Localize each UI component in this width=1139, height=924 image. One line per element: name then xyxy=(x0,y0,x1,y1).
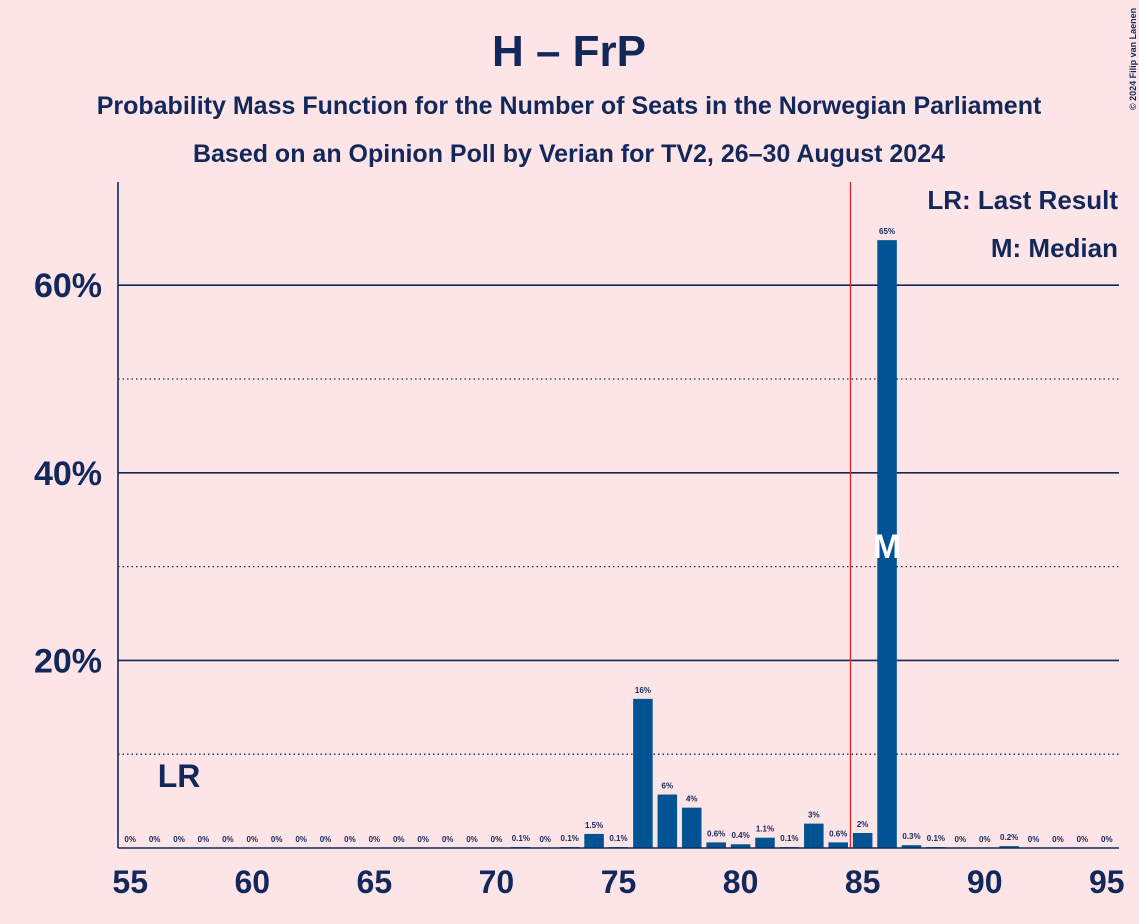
data-label: 0.6% xyxy=(707,829,725,838)
chart-subtitle: Probability Mass Function for the Number… xyxy=(97,92,1042,120)
x-tick-label: 80 xyxy=(723,864,759,900)
y-tick-label: 60% xyxy=(34,267,102,305)
data-label: 0% xyxy=(369,835,381,844)
bar xyxy=(852,832,873,848)
data-label: 16% xyxy=(635,686,651,695)
data-label: 1.5% xyxy=(585,821,603,830)
data-label: 0% xyxy=(491,835,503,844)
data-label: 0% xyxy=(466,835,478,844)
data-label: 0.1% xyxy=(609,834,627,843)
legend-entry: LR: Last Result xyxy=(927,185,1118,215)
bar xyxy=(901,845,922,848)
data-label: 0% xyxy=(271,835,283,844)
x-tick-label: 65 xyxy=(357,864,393,900)
chart-title: H – FrP xyxy=(492,27,646,76)
x-tick-label: 75 xyxy=(601,864,637,900)
data-label: 0% xyxy=(1101,835,1113,844)
data-label: 0.1% xyxy=(512,834,530,843)
y-tick-label: 40% xyxy=(34,455,102,493)
data-label: 3% xyxy=(808,811,820,820)
data-label: 0% xyxy=(222,835,234,844)
x-tick-label: 95 xyxy=(1089,864,1125,900)
median-marker: M xyxy=(873,528,901,566)
bar xyxy=(681,807,702,848)
data-label: 0% xyxy=(124,835,136,844)
x-tick-label: 90 xyxy=(967,864,1003,900)
x-tick-label: 70 xyxy=(479,864,515,900)
data-label: 0% xyxy=(295,835,307,844)
data-label: 0.4% xyxy=(731,831,749,840)
data-label: 0.2% xyxy=(1000,833,1018,842)
bar xyxy=(584,833,604,848)
data-label: 1.1% xyxy=(756,825,774,834)
data-label: 0% xyxy=(1077,835,1089,844)
bar xyxy=(633,698,653,848)
data-label: 6% xyxy=(662,782,674,791)
data-label: 0% xyxy=(149,835,161,844)
data-label: 0.6% xyxy=(829,829,847,838)
data-label: 0% xyxy=(1028,835,1040,844)
bar xyxy=(828,842,848,848)
chart-subtitle: Based on an Opinion Poll by Verian for T… xyxy=(193,140,945,168)
credit: © 2024 Filip van Laenen xyxy=(1128,8,1138,110)
data-label: 0% xyxy=(539,835,551,844)
data-label: 2% xyxy=(857,820,869,829)
data-label: 0% xyxy=(955,835,967,844)
bar xyxy=(755,837,775,848)
bar xyxy=(730,844,751,848)
data-label: 4% xyxy=(686,795,698,804)
data-label: 0% xyxy=(979,835,991,844)
y-tick-label: 20% xyxy=(34,642,102,680)
legend-entry: M: Median xyxy=(991,233,1118,263)
data-label: 0.1% xyxy=(780,834,798,843)
data-label: 0% xyxy=(246,835,258,844)
data-label: 0% xyxy=(320,835,332,844)
bar xyxy=(706,842,726,848)
x-tick-label: 60 xyxy=(234,864,270,900)
data-label: 0% xyxy=(442,835,454,844)
data-label: 0% xyxy=(393,835,405,844)
x-tick-label: 55 xyxy=(112,864,148,900)
data-label: 65% xyxy=(879,227,895,236)
data-label: 0% xyxy=(344,835,356,844)
data-label: 0.1% xyxy=(927,834,945,843)
data-label: 0% xyxy=(1052,835,1064,844)
last-result-marker: LR xyxy=(158,758,201,794)
data-label: 0% xyxy=(198,835,210,844)
bar xyxy=(877,240,897,849)
data-label: 0.1% xyxy=(561,834,579,843)
bar xyxy=(657,794,678,848)
data-label: 0.3% xyxy=(902,832,920,841)
bar xyxy=(804,823,824,848)
x-tick-label: 85 xyxy=(845,864,881,900)
data-label: 0% xyxy=(173,835,185,844)
data-label: 0% xyxy=(417,835,429,844)
bar xyxy=(999,846,1019,848)
